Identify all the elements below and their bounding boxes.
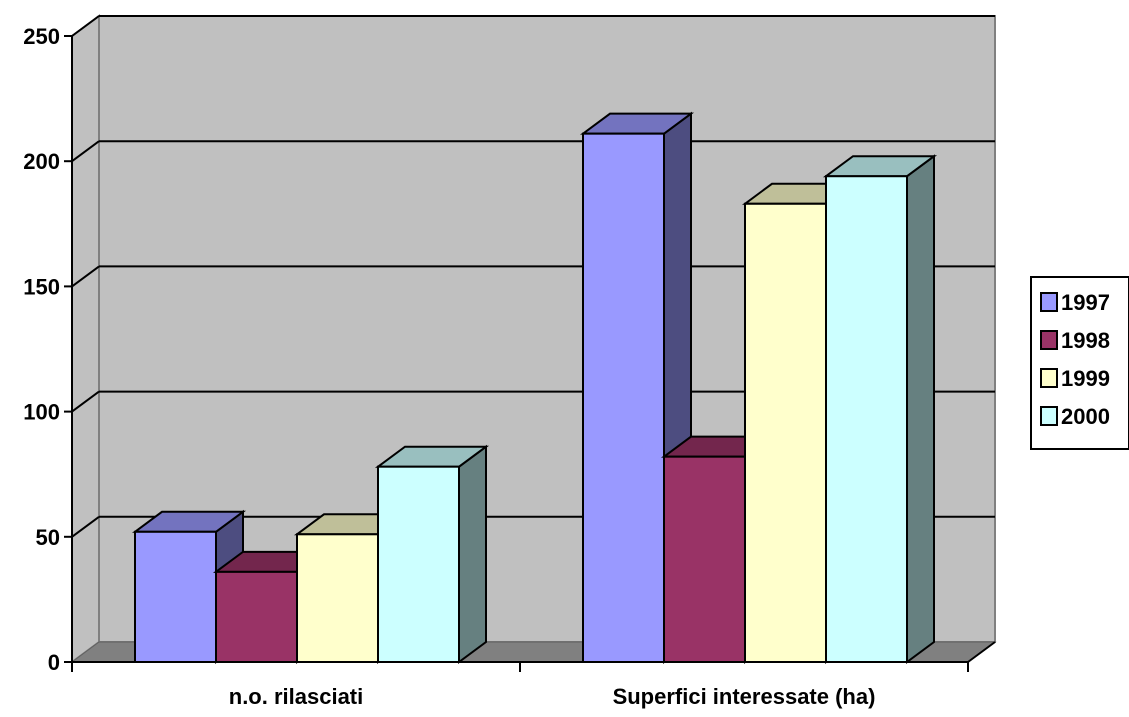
y-tick-label: 250 <box>23 24 60 49</box>
gridline-side <box>71 15 100 37</box>
legend-label: 1999 <box>1061 366 1110 391</box>
x-tick-label: Superfici interessate (ha) <box>613 684 876 709</box>
bar-side <box>906 154 935 664</box>
bar-front <box>377 465 460 663</box>
legend-label: 1997 <box>1061 290 1110 315</box>
bars <box>131 111 938 664</box>
legend: 1997 1998 1999 2000 <box>1030 276 1129 450</box>
gridline-side <box>71 265 100 288</box>
bar-side <box>458 444 487 664</box>
bar-front <box>296 533 379 664</box>
y-tick-label: 200 <box>23 149 60 174</box>
gridline-side <box>71 515 100 538</box>
bar-front <box>215 570 298 664</box>
x-tick-label: n.o. rilasciati <box>229 684 364 709</box>
bar-front <box>825 175 908 663</box>
axes: 0 50 100 150 200 250 n.o. rilasciati Superfici … <box>23 24 996 709</box>
legend-swatch <box>1040 368 1058 388</box>
y-tick-label: 0 <box>48 650 60 675</box>
bar <box>374 444 490 664</box>
legend-swatch <box>1040 330 1058 350</box>
bar <box>822 154 938 664</box>
legend-label: 2000 <box>1061 404 1110 429</box>
gridline-side <box>71 140 100 163</box>
legend-label: 1998 <box>1061 328 1110 353</box>
y-tick-label: 150 <box>23 274 60 299</box>
bar-front <box>134 530 217 663</box>
gridline-side <box>71 390 100 413</box>
x-axis-end <box>967 641 996 663</box>
bar-front <box>582 132 665 663</box>
y-tick-label: 50 <box>36 525 60 550</box>
side-wall <box>71 14 100 664</box>
y-tick-label: 100 <box>23 400 60 425</box>
bar-front <box>663 455 746 663</box>
legend-swatch <box>1040 406 1058 426</box>
bar-front <box>744 202 827 663</box>
legend-swatch <box>1040 292 1058 312</box>
